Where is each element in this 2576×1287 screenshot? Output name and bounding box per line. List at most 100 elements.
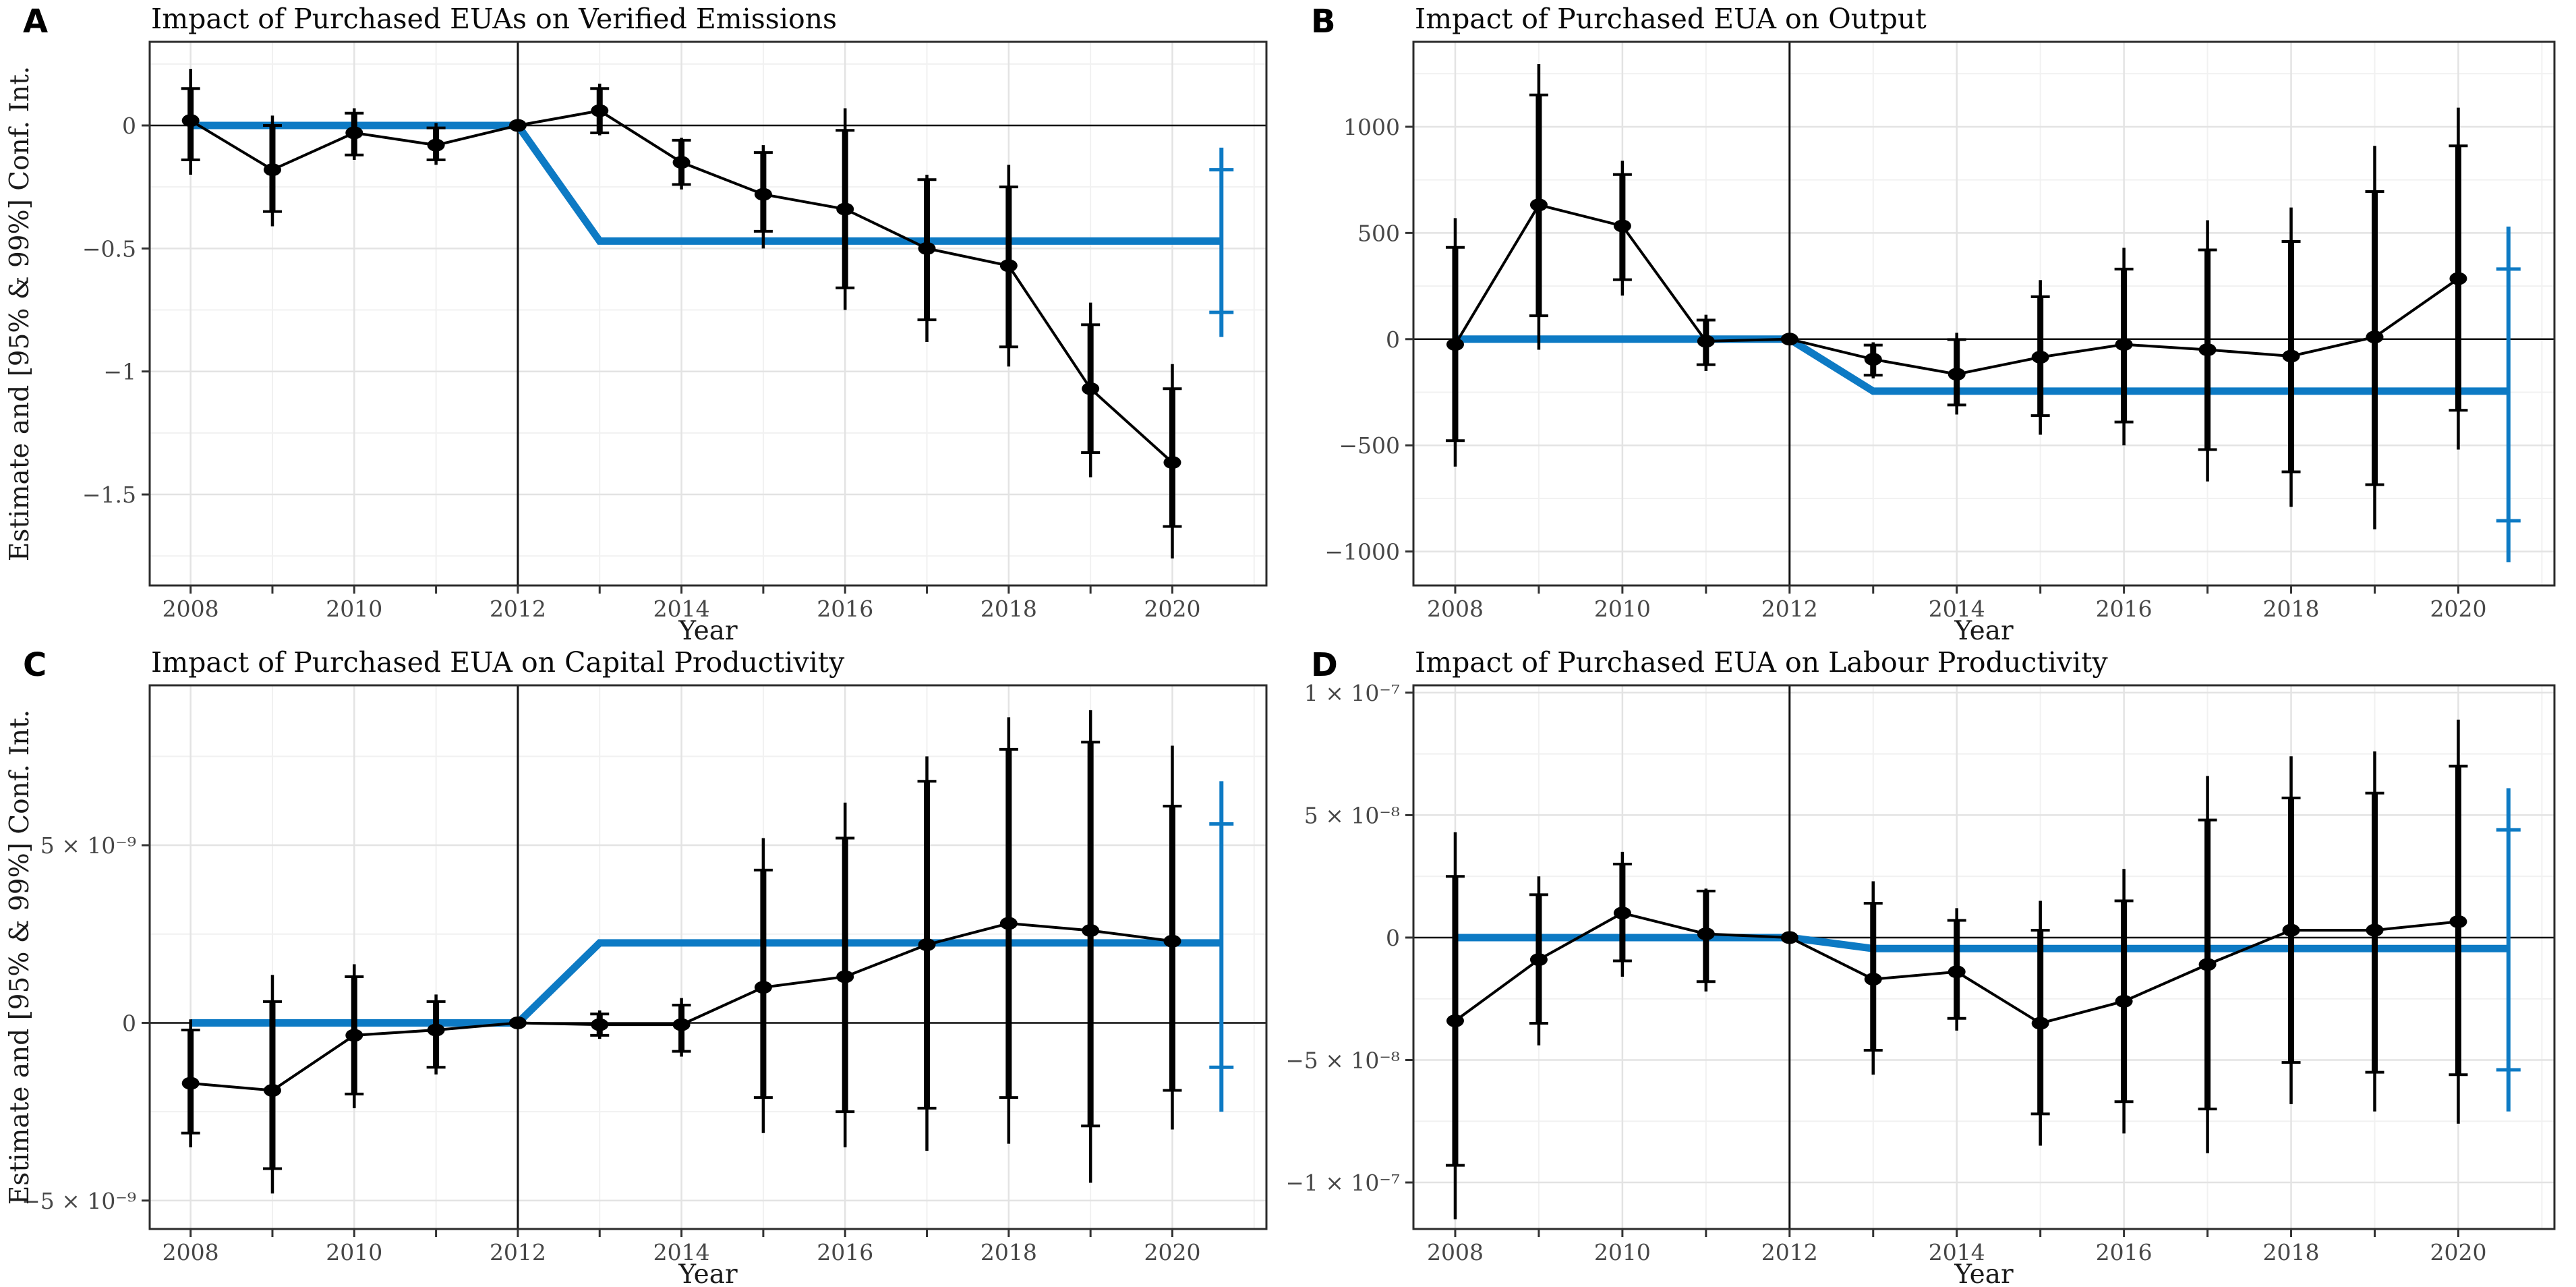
svg-text:2008: 2008 (163, 596, 219, 622)
svg-text:−1: −1 (103, 359, 136, 385)
y-axis-tick-labels: 5 × 10⁻⁹ 0 −5 × 10⁻⁹ (22, 832, 136, 1214)
data-point (1446, 338, 1464, 351)
x-axis-tick-labels: 2008 2010 2012 2014 2016 2018 2020 (163, 596, 1201, 622)
svg-text:2018: 2018 (980, 596, 1037, 622)
svg-text:2020: 2020 (1144, 1239, 1200, 1265)
estimate-points (181, 104, 1181, 469)
svg-text:500: 500 (1357, 220, 1400, 246)
svg-text:0: 0 (1386, 326, 1400, 353)
data-point (345, 126, 363, 140)
policy-ci-bar (2496, 788, 2521, 1112)
svg-text:2010: 2010 (326, 596, 382, 622)
data-point (1948, 368, 1966, 381)
data-point (1613, 907, 1631, 920)
data-point (918, 938, 936, 952)
policy-line (1455, 335, 2509, 395)
svg-text:2008: 2008 (163, 1239, 219, 1265)
data-point (836, 970, 854, 983)
panel-verified-emissions: A 2008 2010 2012 2014 2016 2018 2020 0 −0.5 −1 −1.… (0, 0, 1288, 644)
data-point (1780, 333, 1798, 346)
data-point (1864, 353, 1882, 366)
data-point (1163, 934, 1181, 948)
data-point (181, 1077, 200, 1090)
svg-text:−5 × 10⁻⁸: −5 × 10⁻⁸ (1288, 1047, 1400, 1073)
data-point (2366, 923, 2384, 937)
data-point (263, 1084, 281, 1097)
panel-chart: 2008 2010 2012 2014 2016 2018 2020 1000 500 0 −500… (1324, 3, 2556, 644)
data-point (918, 241, 936, 255)
svg-text:2010: 2010 (326, 1239, 382, 1265)
estimate-points (1446, 907, 2467, 1030)
svg-text:5 × 10⁻⁹: 5 × 10⁻⁹ (40, 832, 136, 859)
svg-text:2018: 2018 (2263, 1239, 2320, 1265)
data-point (1446, 1014, 1464, 1027)
panel-labour-productivity: D 2008 2010 2012 2014 2016 2018 2020 1 × 10⁻⁷ 5 … (1288, 644, 2576, 1287)
svg-text:−0.5: −0.5 (82, 235, 136, 262)
data-point (263, 163, 281, 177)
x-axis-label: Year (1954, 616, 2014, 644)
svg-text:0: 0 (122, 113, 136, 139)
svg-text:2010: 2010 (1594, 1239, 1651, 1265)
panel-title: Impact of Purchased EUA on Capital Produ… (151, 646, 845, 679)
panel-title: Impact of Purchased EUA on Output (1415, 3, 1927, 35)
plot-border (1412, 684, 2556, 1230)
panel-output: B 2008 2010 2012 2014 2016 2018 2020 1000 500 0 −5… (1288, 0, 2576, 644)
y-axis-ticks (1405, 125, 1413, 553)
svg-text:2016: 2016 (817, 596, 873, 622)
svg-text:2020: 2020 (2430, 1239, 2486, 1265)
svg-text:2016: 2016 (2096, 596, 2153, 622)
data-point (2366, 331, 2384, 344)
data-point (2115, 338, 2133, 351)
data-point (1529, 198, 1548, 212)
y-axis-tick-labels: 1 × 10⁻⁷ 5 × 10⁻⁸ 0 −5 × 10⁻⁸ −1 × 10⁻⁷ (1288, 680, 1400, 1196)
svg-text:−1 × 10⁻⁷: −1 × 10⁻⁷ (1288, 1170, 1400, 1196)
svg-text:2010: 2010 (1594, 596, 1651, 622)
data-point (2031, 351, 2049, 364)
svg-text:2012: 2012 (1761, 596, 1818, 622)
panel-chart: 2008 2010 2012 2014 2016 2018 2020 5 × 10⁻⁹ 0 −5 … (5, 646, 1268, 1287)
data-point (2449, 272, 2467, 285)
data-point (672, 156, 691, 169)
plot-border (1412, 40, 2556, 587)
data-point (836, 202, 854, 216)
data-point (1613, 219, 1631, 233)
x-axis-label: Year (678, 1259, 738, 1287)
x-axis-tick-labels: 2008 2010 2012 2014 2016 2018 2020 (1427, 1239, 2486, 1265)
y-axis-ticks (1405, 691, 1413, 1184)
svg-text:2008: 2008 (1427, 1239, 1484, 1265)
data-point (999, 259, 1018, 273)
plot-border (148, 684, 1268, 1230)
data-point (754, 981, 772, 994)
svg-text:2018: 2018 (980, 1239, 1037, 1265)
svg-text:2018: 2018 (2263, 596, 2320, 622)
data-point (1780, 931, 1798, 944)
data-point (672, 1018, 691, 1031)
data-point (2282, 923, 2300, 937)
x-axis-tick-labels: 2008 2010 2012 2014 2016 2018 2020 (163, 1239, 1201, 1265)
data-point (1948, 965, 1966, 979)
data-point (181, 114, 200, 127)
data-point (2449, 915, 2467, 928)
svg-text:−5 × 10⁻⁹: −5 × 10⁻⁹ (22, 1188, 136, 1214)
data-point (1082, 382, 1100, 395)
svg-text:−1000: −1000 (1324, 539, 1400, 565)
y-axis-tick-labels: 1000 500 0 −500 −1000 (1324, 114, 1400, 565)
data-point (2031, 1017, 2049, 1030)
y-axis-label: Estimate and [95% & 99%] Conf. Int. (5, 66, 35, 561)
x-axis-label: Year (678, 616, 738, 644)
svg-text:2020: 2020 (1144, 596, 1200, 622)
panel-title: Impact of Purchased EUA on Labour Produc… (1415, 646, 2109, 679)
x-axis-ticks (1454, 585, 2459, 594)
svg-text:2016: 2016 (817, 1239, 873, 1265)
svg-text:−1.5: −1.5 (82, 482, 136, 508)
data-point (591, 1018, 609, 1031)
policy-ci-bar (1209, 781, 1234, 1112)
data-point (1697, 335, 1715, 348)
svg-text:2014: 2014 (653, 596, 710, 622)
x-axis-ticks (189, 585, 1173, 594)
x-axis-label: Year (1954, 1259, 2014, 1287)
data-point (427, 138, 445, 152)
panel-chart: 2008 2010 2012 2014 2016 2018 2020 1 × 10⁻⁷ 5 × … (1288, 646, 2556, 1287)
panel-letter: B (1311, 3, 1336, 40)
